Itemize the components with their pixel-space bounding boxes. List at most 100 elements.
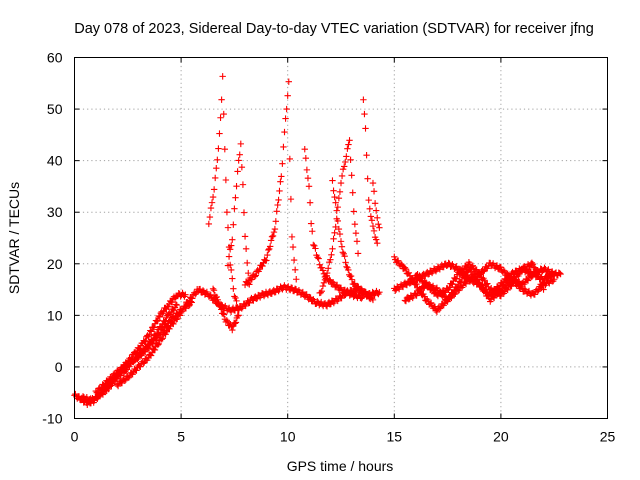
data-point	[130, 358, 137, 365]
data-point	[265, 246, 272, 254]
plot-frame	[74, 57, 608, 419]
data-point	[402, 266, 410, 273]
x-tick-label: 10	[280, 429, 296, 445]
data-point	[229, 275, 236, 282]
data-point	[497, 264, 505, 271]
data-point	[147, 352, 155, 359]
data-point	[131, 357, 138, 364]
data-point	[347, 272, 355, 280]
data-point	[345, 141, 352, 148]
data-point	[121, 377, 129, 384]
data-point	[218, 306, 225, 313]
data-point	[302, 154, 310, 162]
data-point	[372, 207, 380, 214]
data-point	[217, 302, 224, 309]
data-point	[338, 294, 345, 302]
data-point	[215, 145, 222, 152]
data-point	[253, 295, 260, 303]
data-point	[421, 277, 428, 285]
data-point	[339, 165, 347, 173]
data-point	[446, 284, 453, 291]
data-point	[366, 205, 373, 213]
data-point	[207, 204, 215, 212]
data-point	[462, 280, 470, 288]
data-point	[225, 253, 233, 260]
data-point	[212, 174, 219, 182]
data-point	[233, 297, 240, 305]
data-point	[376, 224, 383, 231]
data-point	[350, 208, 357, 215]
data-point	[168, 298, 176, 306]
data-point	[210, 287, 218, 294]
series-early-rise-b	[79, 301, 181, 405]
data-point	[218, 96, 225, 103]
data-point	[414, 270, 421, 278]
data-point	[539, 282, 546, 289]
data-point	[453, 275, 460, 282]
data-point	[473, 276, 480, 283]
x-tick-label: 15	[387, 429, 403, 445]
data-point	[286, 155, 294, 163]
data-point	[289, 243, 297, 251]
data-point	[235, 157, 242, 164]
data-point	[99, 391, 107, 398]
data-point	[420, 285, 427, 292]
data-point	[220, 110, 227, 118]
data-point	[238, 164, 246, 171]
data-point	[185, 300, 192, 307]
data-point	[273, 208, 280, 215]
x-axis-label: GPS time / hours	[287, 458, 394, 474]
data-point	[231, 320, 239, 327]
data-point	[371, 200, 379, 207]
data-point	[242, 245, 250, 253]
data-point	[307, 220, 315, 227]
data-point	[478, 282, 485, 289]
data-point	[529, 261, 537, 268]
data-point	[226, 246, 234, 253]
data-point	[266, 243, 274, 250]
data-point	[319, 282, 327, 290]
data-point	[341, 252, 348, 260]
data-point	[346, 137, 353, 144]
data-point	[445, 259, 452, 267]
y-tick-label: 0	[55, 359, 63, 375]
data-point	[518, 283, 525, 291]
data-point	[365, 196, 372, 204]
data-point	[369, 296, 377, 304]
data-point	[362, 125, 369, 132]
data-point	[240, 209, 248, 216]
data-point	[427, 299, 435, 306]
data-point	[473, 266, 480, 273]
data-point	[531, 291, 539, 298]
series-peak-5	[316, 137, 362, 297]
data-point	[276, 187, 283, 195]
data-point	[375, 221, 382, 228]
data-point	[224, 224, 232, 231]
data-point	[263, 257, 270, 264]
data-point	[401, 264, 409, 271]
data-point	[348, 276, 356, 283]
data-point	[534, 288, 541, 295]
series-mid-band	[182, 282, 383, 315]
data-point	[342, 158, 349, 166]
data-point	[91, 396, 98, 404]
data-point	[322, 275, 330, 282]
data-point	[433, 308, 441, 316]
data-point	[84, 401, 91, 408]
data-point	[347, 156, 354, 163]
data-point	[224, 262, 232, 269]
data-point	[213, 164, 220, 172]
data-point	[536, 276, 543, 283]
series-early-rise-d	[113, 309, 185, 390]
data-point	[551, 276, 558, 283]
series-late-b	[391, 259, 564, 294]
y-axis-label: SDTVAR / TECUs	[6, 182, 22, 294]
data-point	[232, 294, 239, 302]
data-point	[281, 128, 288, 136]
data-point	[354, 250, 362, 257]
data-point	[348, 172, 355, 179]
series-late-d	[412, 258, 547, 300]
data-point	[306, 199, 314, 206]
data-point	[340, 163, 348, 170]
data-point	[319, 267, 327, 274]
